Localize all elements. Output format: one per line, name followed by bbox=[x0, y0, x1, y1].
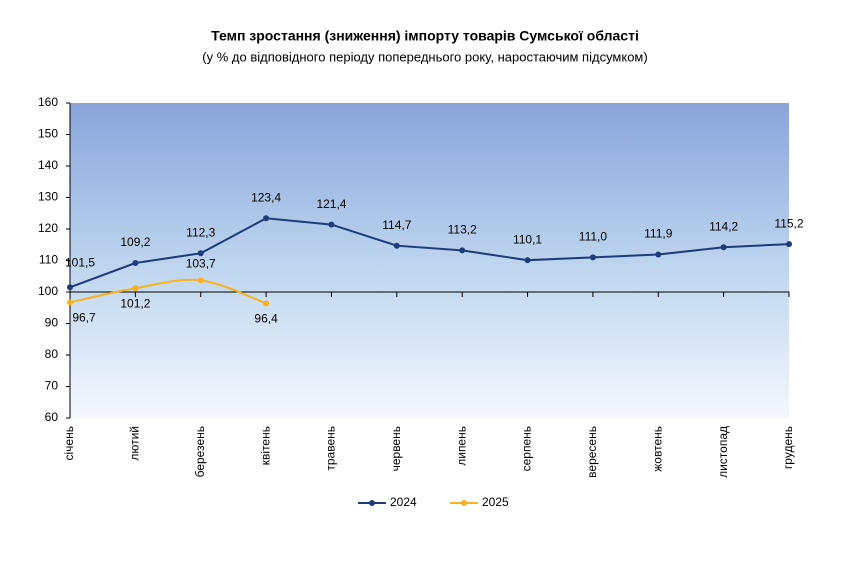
y-tick-label: 160 bbox=[38, 95, 58, 109]
data-label: 112,3 bbox=[186, 225, 215, 239]
y-tick-label: 60 bbox=[45, 410, 59, 424]
x-tick-label: серпень bbox=[520, 426, 534, 471]
x-tick-label: грудень bbox=[781, 426, 795, 469]
legend-marker bbox=[369, 500, 375, 506]
point bbox=[197, 277, 204, 284]
x-tick-label: вересень bbox=[585, 426, 599, 478]
point bbox=[132, 260, 139, 267]
x-tick-label: травень bbox=[324, 426, 338, 471]
data-label: 123,4 bbox=[251, 190, 281, 204]
point bbox=[328, 221, 335, 228]
point bbox=[589, 254, 596, 261]
line-2025 bbox=[69, 278, 267, 305]
point bbox=[459, 247, 466, 254]
y-tick-label: 90 bbox=[45, 316, 59, 330]
point bbox=[263, 215, 270, 222]
legend-marker bbox=[461, 500, 467, 506]
x-tick-label: жовтень bbox=[650, 426, 664, 472]
y-tick-label: 70 bbox=[45, 379, 59, 393]
x-tick-label: березень bbox=[193, 426, 207, 477]
data-label: 109,2 bbox=[120, 235, 150, 249]
x-tick-label: червень bbox=[389, 426, 403, 471]
legend-label: 2024 bbox=[390, 495, 417, 509]
data-label: 111,0 bbox=[579, 230, 608, 244]
point bbox=[132, 285, 139, 292]
y-tick-label: 110 bbox=[39, 253, 58, 267]
data-label: 113,2 bbox=[448, 223, 477, 237]
data-label: 114,7 bbox=[382, 218, 411, 232]
data-label: 114,2 bbox=[709, 219, 738, 233]
y-tick-label: 130 bbox=[38, 190, 58, 204]
data-label: 103,7 bbox=[186, 257, 216, 271]
point bbox=[197, 250, 204, 257]
data-label: 121,4 bbox=[316, 197, 346, 211]
data-label: 110,1 bbox=[513, 232, 542, 246]
y-tick-label: 150 bbox=[38, 127, 58, 141]
point bbox=[524, 257, 531, 264]
point bbox=[393, 242, 400, 249]
data-label: 96,7 bbox=[72, 311, 96, 325]
plot-area bbox=[70, 103, 789, 418]
x-tick-label: квітень bbox=[258, 426, 272, 465]
y-tick-label: 100 bbox=[38, 284, 58, 298]
point bbox=[786, 241, 792, 248]
point bbox=[263, 300, 270, 307]
point bbox=[655, 251, 662, 258]
x-tick-label: січень bbox=[62, 426, 76, 460]
chart-subtitle: (у % до відповідного періоду попередньог… bbox=[202, 49, 647, 64]
data-label: 111,9 bbox=[644, 227, 673, 241]
x-tick-label: лютий bbox=[128, 426, 142, 461]
legend-label: 2025 bbox=[482, 495, 509, 509]
line-2024 bbox=[69, 217, 790, 289]
x-tick-label: липень bbox=[454, 426, 468, 466]
y-tick-label: 140 bbox=[38, 158, 58, 172]
y-tick-label: 80 bbox=[45, 347, 59, 361]
data-label: 101,2 bbox=[120, 296, 150, 310]
y-tick-label: 120 bbox=[38, 221, 58, 235]
data-label: 96,4 bbox=[254, 312, 278, 326]
point bbox=[67, 284, 73, 291]
point bbox=[67, 299, 73, 306]
data-label: 115,2 bbox=[774, 216, 803, 230]
point bbox=[720, 244, 727, 251]
chart-title: Темп зростання (зниження) імпорту товарі… bbox=[211, 28, 639, 44]
x-tick-label: листопад bbox=[716, 426, 730, 478]
data-label: 101,5 bbox=[65, 255, 95, 269]
